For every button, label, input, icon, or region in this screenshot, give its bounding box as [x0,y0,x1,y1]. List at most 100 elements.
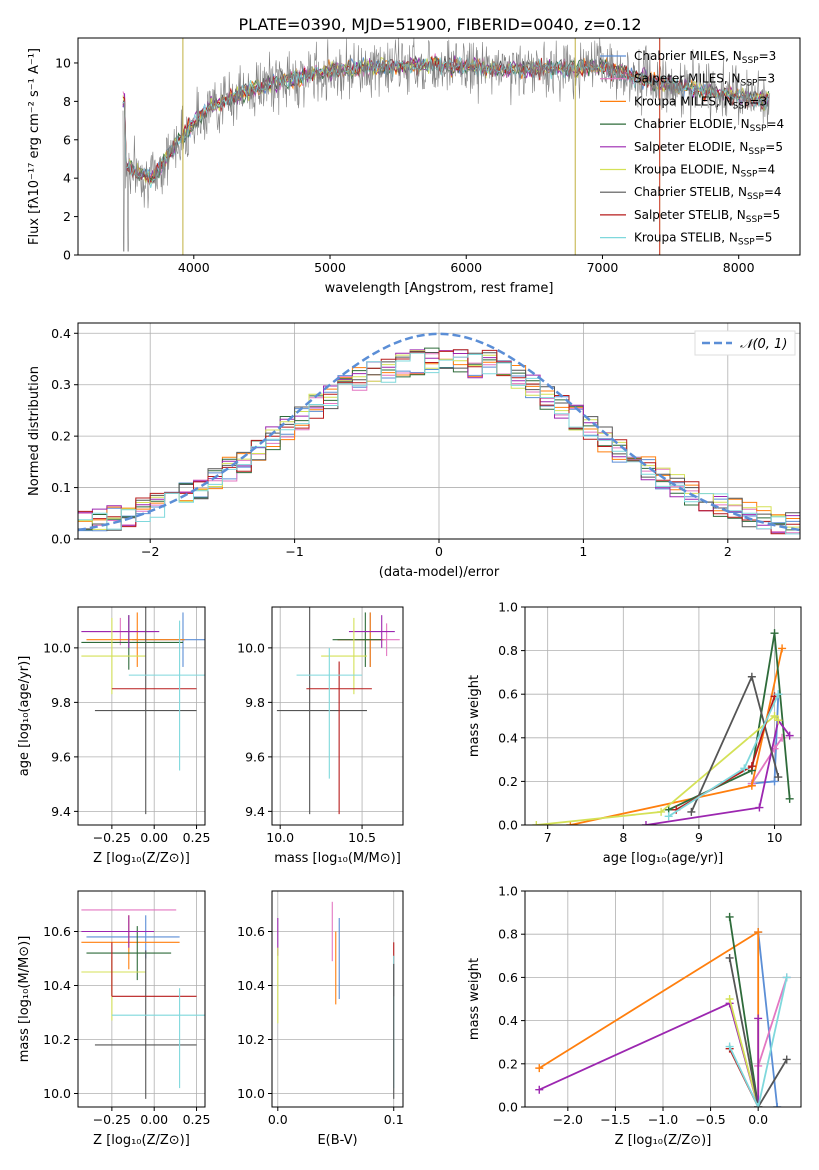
x-tick-label: 10.5 [348,830,376,845]
legend-label-sub: SSP [750,124,767,134]
panel-age-vs-mass: 10.0 10.5 9.4 9.6 9.8 10.0 mass [log₁₀(M/M⊙)] [237,606,404,866]
legend-label-suffix: =3 [750,94,768,108]
legend-box [694,330,796,356]
weight-line [538,1002,760,1107]
panel-mass-vs-z: −0.25 0.00 0.25 10.0 10.2 10.4 10.6 Z [log₁₀(Z/… [17,890,210,1148]
legend-label: Chabrier ELODIE, NSSP=4 [634,117,784,134]
weight-line [728,916,760,1107]
x-axis-label: wavelength [Angstrom, rest frame] [325,281,554,296]
y-tick-label: 0.0 [498,1100,518,1115]
y-tick-label: 0.0 [498,818,518,833]
weight-marker [747,762,756,771]
y-tick-label: 10.0 [237,640,265,655]
x-tick-label: 5000 [314,260,346,275]
axes-frame: 4000 5000 6000 7000 8000 0 2 4 6 8 10 wavelength [A… [27,37,801,296]
y-tick-label: 1.0 [498,884,518,899]
weight-marker [778,644,787,653]
panel-mass-vs-ebv: 0.0 0.1 10.0 10.2 10.4 10.6 E(B-V) [237,890,404,1148]
weight-marker [687,807,696,816]
legend-label: Chabrier STELIB, NSSP=4 [634,185,782,202]
data-spectrum-line [122,38,771,252]
y-tick-label: 0.3 [51,377,71,392]
weight-marker [657,807,666,816]
axes-box [524,606,802,826]
x-axis-label: age [log₁₀(age/yr)] [603,851,724,866]
y-tick-label: 0.8 [498,643,518,658]
x-tick-label: 0.00 [140,1112,168,1127]
weight-line [538,930,760,1107]
y-tick-label: 8 [63,94,71,109]
legend-label-sub: SSP [742,56,759,66]
x-tick-label: 9 [695,830,703,845]
x-tick-label: 0.0 [268,1112,288,1127]
y-tick-label: 9.8 [245,695,265,710]
legend-label-sub: SSP [741,79,758,89]
y-tick-label: 6 [63,132,71,147]
legend-label-sub: SSP [747,192,764,202]
x-tick-label: 0.25 [183,830,211,845]
y-tick-label: 10.0 [43,640,71,655]
histogram-step [78,349,800,535]
weight-marker [725,953,734,962]
weight-marker [725,912,734,921]
weight-line [728,977,788,1107]
legend-label: Salpeter STELIB, NSSP=5 [634,208,780,225]
y-axis-label: Flux [fλ10⁻¹⁷ erg cm⁻² s⁻¹ A⁻¹] [27,48,42,245]
weight-line [728,957,788,1107]
legend-label-sub: SSP [746,215,763,225]
legend: Chabrier MILES, NSSP=3 Salpeter MILES, NS… [600,49,784,248]
x-tick-label: −0.25 [93,1112,131,1127]
axes-box [77,606,206,826]
figure-title: PLATE=0390, MJD=51900, FIBERID=0040, z=0… [238,15,641,34]
legend-label-suffix: =5 [763,208,781,222]
weight-marker [755,803,764,812]
y-tick-label: 10.4 [43,978,71,993]
y-tick-label: 0.6 [498,970,518,985]
weight-marker [785,731,794,740]
weight-marker [566,821,575,825]
x-tick-label: −2 [141,544,159,559]
x-axis-label: E(B-V) [317,1133,357,1148]
legend-label-sub: SSP [733,101,750,111]
weight-marker [725,995,734,1003]
plot-area [81,909,205,1099]
legend-label-suffix: =4 [757,163,775,177]
y-axis-label: Normed distribution [27,366,42,496]
x-tick-label: 8000 [723,260,755,275]
x-tick-label: 7 [544,830,552,845]
y-tick-label: 0 [63,248,71,263]
weight-marker [754,1014,763,1023]
weight-marker [770,777,779,786]
x-tick-label: 0.1 [384,1112,404,1127]
y-tick-label: 0.2 [51,429,71,444]
plot-area [78,332,800,535]
weight-marker [782,1055,791,1064]
weight-marker [774,716,783,725]
axes-frame: 0.0 0.1 10.0 10.2 10.4 10.6 E(B-V) [237,890,404,1148]
x-tick-label: 1 [579,544,587,559]
weight-marker [774,773,783,782]
axes-box [271,890,404,1108]
plot-area [81,607,205,815]
x-axis-label: Z [log₁₀(Z/Z⊙)] [615,1133,712,1148]
y-tick-label: 0.4 [51,326,71,341]
weight-marker [641,821,650,825]
histogram-step [78,352,800,535]
weight-line [645,718,791,825]
weight-line [536,714,779,825]
x-tick-label: −2.0 [553,1112,583,1127]
plot-area [535,912,791,1107]
x-tick-label: −1.5 [600,1112,630,1127]
panel-weight-vs-age: 7 8 9 10 0.0 0.2 0.4 0.6 0.8 1.0 age [log₁₀(age/yr… [467,600,802,866]
weight-marker [754,928,763,937]
x-tick-label: −1 [285,544,303,559]
y-tick-label: 10.0 [43,1086,71,1101]
legend-label: Kroupa STELIB, NSSP=5 [634,231,772,248]
x-tick-label: 0 [435,544,443,559]
normal-curve [78,332,800,532]
legend-label-sub: SSP [738,238,755,248]
y-tick-label: 0.1 [51,480,71,495]
y-tick-label: 10.6 [237,924,265,939]
panel-residuals: −2 −1 0 1 2 0.0 0.1 0.2 0.3 0.4 (data-model)/error… [27,322,801,580]
axes-frame: −0.25 0.00 0.25 10.0 10.2 10.4 10.6 Z [log₁₀(Z/… [17,890,210,1148]
